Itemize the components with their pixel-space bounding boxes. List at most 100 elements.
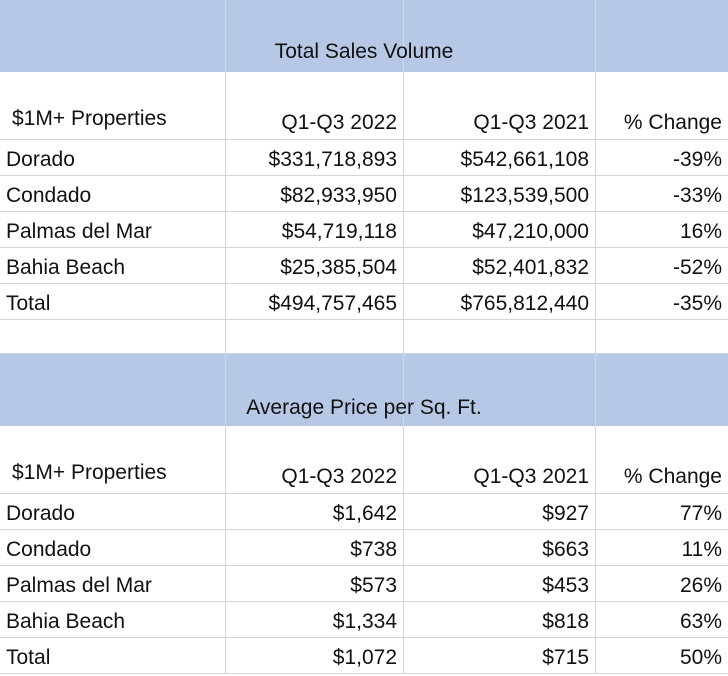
- header-label: Q1-Q3 2021: [473, 465, 589, 488]
- table-cell[interactable]: 77%: [596, 494, 728, 530]
- header-label: $1M+ Properties: [12, 461, 167, 484]
- cell-value: $47,210,000: [472, 220, 589, 243]
- table-cell[interactable]: Dorado: [0, 494, 226, 530]
- table-cell[interactable]: Palmas del Mar: [0, 566, 226, 602]
- cell-value: 16%: [679, 220, 722, 243]
- table-row: Condado $82,933,950 $123,539,500 -33%: [0, 176, 728, 212]
- header-cell[interactable]: Q1-Q3 2022: [226, 72, 404, 140]
- table-cell[interactable]: $453: [404, 566, 596, 602]
- cell-value: -33%: [672, 184, 722, 207]
- section-title: Total Sales Volume: [274, 40, 454, 63]
- header-label: $1M+ Properties: [12, 107, 167, 130]
- table-cell[interactable]: $47,210,000: [404, 212, 596, 248]
- header-label: Q1-Q3 2022: [281, 111, 397, 134]
- table-cell[interactable]: $1,072: [226, 638, 404, 674]
- table-cell[interactable]: Condado: [0, 176, 226, 212]
- header-cell[interactable]: $1M+ Properties: [0, 72, 226, 140]
- table-cell[interactable]: $573: [226, 566, 404, 602]
- cell-value: Condado: [6, 184, 92, 207]
- table-cell[interactable]: $82,933,950: [226, 176, 404, 212]
- cell-value: Total: [6, 292, 51, 315]
- header-row: $1M+ Properties Q1-Q3 2022 Q1-Q3 2021 % …: [0, 72, 728, 140]
- cell-value: $1,642: [332, 502, 397, 525]
- cell-value: $663: [542, 538, 589, 561]
- empty-cell[interactable]: [0, 320, 226, 354]
- cell-value: 77%: [679, 502, 722, 525]
- table-cell[interactable]: 50%: [596, 638, 728, 674]
- table-cell[interactable]: $331,718,893: [226, 140, 404, 176]
- cell-value: $54,719,118: [281, 220, 397, 243]
- cell-value: $25,385,504: [280, 256, 397, 279]
- table-cell[interactable]: -39%: [596, 140, 728, 176]
- table-cell[interactable]: Bahia Beach: [0, 248, 226, 284]
- header-label: Q1-Q3 2021: [473, 111, 589, 134]
- table-row: Palmas del Mar $54,719,118 $47,210,000 1…: [0, 212, 728, 248]
- section-band-sales-volume: Total Sales Volume: [0, 0, 728, 72]
- table-cell[interactable]: Total: [0, 284, 226, 320]
- table-cell[interactable]: $927: [404, 494, 596, 530]
- table-cell[interactable]: Palmas del Mar: [0, 212, 226, 248]
- cell-value: Dorado: [6, 502, 75, 525]
- table-cell[interactable]: $494,757,465: [226, 284, 404, 320]
- table-cell[interactable]: Bahia Beach: [0, 602, 226, 638]
- table-cell[interactable]: $765,812,440: [404, 284, 596, 320]
- cell-value: Bahia Beach: [6, 256, 126, 279]
- table-cell[interactable]: $715: [404, 638, 596, 674]
- table-row: Dorado $331,718,893 $542,661,108 -39%: [0, 140, 728, 176]
- header-cell[interactable]: $1M+ Properties: [0, 426, 226, 494]
- header-cell[interactable]: % Change: [596, 426, 728, 494]
- cell-value: Palmas del Mar: [6, 574, 152, 597]
- header-cell[interactable]: Q1-Q3 2022: [226, 426, 404, 494]
- cell-value: $573: [350, 574, 397, 597]
- header-cell[interactable]: Q1-Q3 2021: [404, 72, 596, 140]
- table-cell[interactable]: $54,719,118: [226, 212, 404, 248]
- cell-value: Bahia Beach: [6, 610, 126, 633]
- empty-cell[interactable]: [404, 320, 596, 354]
- table-cell[interactable]: $52,401,832: [404, 248, 596, 284]
- header-cell[interactable]: % Change: [596, 72, 728, 140]
- table-row: Bahia Beach $1,334 $818 63%: [0, 602, 728, 638]
- cell-value: $738: [350, 538, 397, 561]
- table-cell[interactable]: $123,539,500: [404, 176, 596, 212]
- table-cell[interactable]: $1,334: [226, 602, 404, 638]
- cell-value: 63%: [679, 610, 722, 633]
- table-cell[interactable]: $542,661,108: [404, 140, 596, 176]
- table-cell[interactable]: $738: [226, 530, 404, 566]
- cell-value: -39%: [672, 148, 722, 171]
- table-row: Bahia Beach $25,385,504 $52,401,832 -52%: [0, 248, 728, 284]
- table-cell[interactable]: Total: [0, 638, 226, 674]
- table-cell[interactable]: Dorado: [0, 140, 226, 176]
- empty-cell[interactable]: [226, 320, 404, 354]
- table-row: Palmas del Mar $573 $453 26%: [0, 566, 728, 602]
- table-cell[interactable]: $25,385,504: [226, 248, 404, 284]
- table-cell[interactable]: -33%: [596, 176, 728, 212]
- header-cell[interactable]: Q1-Q3 2021: [404, 426, 596, 494]
- cell-value: $453: [542, 574, 589, 597]
- cell-value: $1,072: [332, 646, 397, 669]
- header-label: % Change: [623, 465, 722, 488]
- table-cell[interactable]: $1,642: [226, 494, 404, 530]
- table-row-total: Total $1,072 $715 50%: [0, 638, 728, 674]
- table-cell[interactable]: 26%: [596, 566, 728, 602]
- table-cell[interactable]: 63%: [596, 602, 728, 638]
- cell-value: $765,812,440: [460, 292, 589, 315]
- header-row: $1M+ Properties Q1-Q3 2022 Q1-Q3 2021 % …: [0, 426, 728, 494]
- cell-value: $927: [542, 502, 589, 525]
- cell-value: $1,334: [332, 610, 397, 633]
- section-band-price-per-sqft: Average Price per Sq. Ft.: [0, 354, 728, 426]
- cell-value: $542,661,108: [460, 148, 589, 171]
- table-row-total: Total $494,757,465 $765,812,440 -35%: [0, 284, 728, 320]
- table-cell[interactable]: $663: [404, 530, 596, 566]
- table-cell[interactable]: -35%: [596, 284, 728, 320]
- cell-value: 26%: [679, 574, 722, 597]
- table-cell[interactable]: 16%: [596, 212, 728, 248]
- empty-cell[interactable]: [596, 320, 728, 354]
- table-row: Condado $738 $663 11%: [0, 530, 728, 566]
- table-cell[interactable]: Condado: [0, 530, 226, 566]
- table-cell[interactable]: 11%: [596, 530, 728, 566]
- table-cell[interactable]: $818: [404, 602, 596, 638]
- cell-value: 11%: [681, 538, 722, 561]
- table-cell[interactable]: -52%: [596, 248, 728, 284]
- section-title: Average Price per Sq. Ft.: [246, 396, 482, 419]
